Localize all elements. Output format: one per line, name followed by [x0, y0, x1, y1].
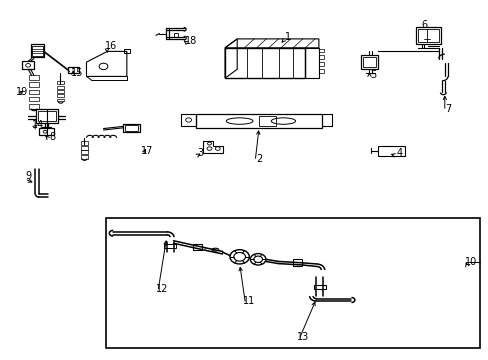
Text: 12: 12 [155, 284, 168, 294]
Text: 8: 8 [49, 132, 56, 142]
Bar [57, 94, 64, 97]
Bar [377, 146, 404, 156]
Bar [29, 75, 39, 80]
Ellipse shape [229, 249, 249, 264]
Bar [318, 55, 323, 59]
Bar [417, 29, 438, 42]
Text: 10: 10 [464, 257, 476, 267]
Bar [68, 67, 79, 73]
Text: 19: 19 [16, 87, 28, 98]
Bar [106, 217, 479, 348]
Text: 11: 11 [243, 296, 255, 306]
Bar [81, 141, 88, 145]
Text: 3: 3 [197, 148, 203, 158]
Text: 14: 14 [32, 120, 44, 130]
Bar [38, 111, 56, 121]
Bar [363, 57, 375, 67]
Text: 16: 16 [104, 41, 117, 51]
Bar [36, 109, 58, 123]
Bar [313, 285, 325, 289]
Bar [29, 82, 39, 87]
Bar [32, 46, 42, 56]
Bar [292, 259, 301, 266]
Bar [224, 48, 305, 78]
Bar [57, 86, 64, 89]
Text: 7: 7 [445, 104, 451, 113]
Bar [361, 55, 377, 69]
Bar [81, 155, 88, 158]
Bar [164, 244, 176, 248]
Bar [22, 62, 34, 69]
Bar [30, 44, 44, 57]
Bar [318, 49, 323, 52]
Text: 17: 17 [141, 147, 153, 157]
Text: 9: 9 [25, 171, 31, 181]
Bar [29, 104, 39, 109]
Text: 1: 1 [285, 32, 291, 42]
Bar [81, 146, 88, 149]
Bar [29, 97, 39, 102]
Bar [39, 128, 54, 135]
Bar [122, 124, 140, 132]
Bar [318, 69, 323, 73]
Bar [415, 27, 440, 44]
Text: 6: 6 [421, 19, 427, 30]
Ellipse shape [250, 253, 265, 265]
Text: 13: 13 [296, 332, 308, 342]
Bar [196, 114, 322, 128]
Text: 18: 18 [184, 36, 197, 46]
Bar [123, 49, 129, 53]
Bar [57, 99, 64, 102]
Bar [57, 90, 64, 93]
Text: 4: 4 [396, 148, 402, 158]
Bar [57, 81, 64, 84]
Bar [124, 125, 138, 131]
Bar [193, 244, 202, 250]
Bar [29, 90, 39, 94]
Bar [318, 62, 323, 66]
Text: 5: 5 [369, 69, 376, 80]
Bar [259, 116, 276, 126]
Text: 15: 15 [70, 68, 83, 78]
Bar [305, 48, 318, 78]
Bar [173, 33, 178, 37]
Bar [81, 150, 88, 154]
Text: 2: 2 [255, 154, 262, 163]
